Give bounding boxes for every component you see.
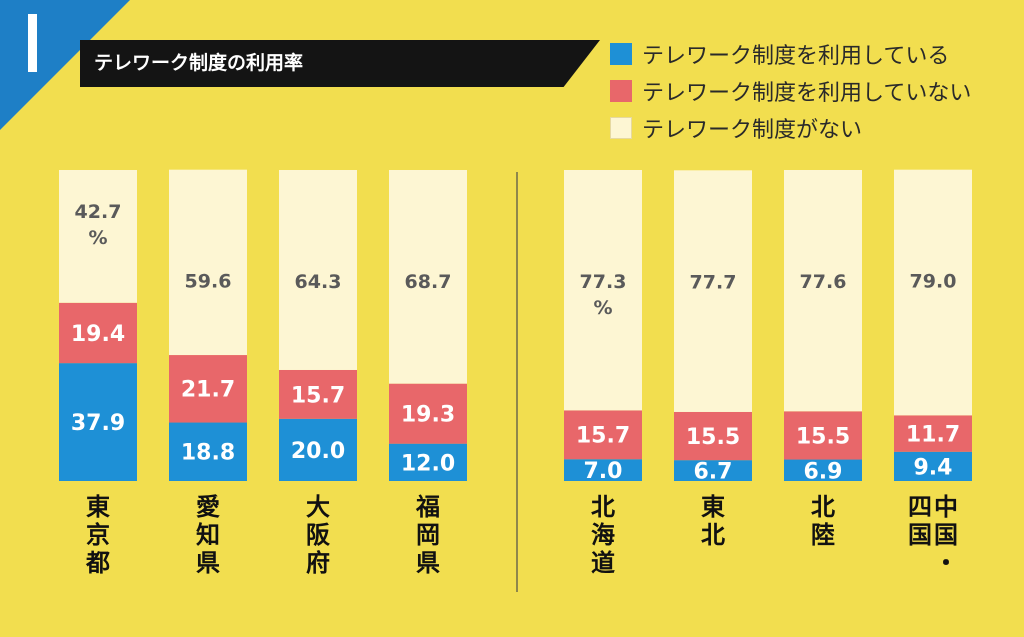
data-label-not-using: 21.7 — [181, 378, 235, 403]
data-label-using: 6.7 — [694, 460, 733, 485]
category-label-char: ・ — [934, 549, 958, 577]
data-label-not-using: 19.4 — [71, 322, 125, 347]
bar-segment-not-using — [59, 302, 137, 364]
legend-item-not-using: テレワーク制度を利用していない — [610, 72, 971, 109]
category-label-char: 北 — [701, 521, 725, 549]
data-label-no-system: 77.3 — [580, 271, 627, 293]
data-label-not-using: 15.7 — [291, 383, 345, 408]
chart-title: テレワーク制度の利用率 — [94, 52, 304, 74]
category-label-char: 知 — [196, 521, 220, 549]
category-label-char: 京 — [86, 521, 110, 549]
data-label-no-system: 42.7 — [75, 201, 122, 223]
category-label-char: 大 — [306, 493, 330, 521]
data-label-using: 9.4 — [914, 455, 953, 480]
data-label-not-using: 15.7 — [576, 424, 630, 449]
bar-segment-not-using — [784, 411, 862, 460]
data-label-not-using: 15.5 — [686, 425, 740, 450]
data-label-no-system: 79.0 — [910, 271, 957, 293]
section-number-mark — [28, 14, 37, 72]
bar-segment-using — [169, 422, 247, 481]
category-label-char: 東 — [701, 493, 725, 521]
category-label-char: 阪 — [306, 521, 330, 549]
category-label-char: 東 — [86, 493, 110, 521]
bar-segment-using — [564, 459, 642, 481]
category-label-char: 岡 — [416, 521, 440, 549]
data-label-not-using: 19.3 — [401, 403, 455, 428]
data-label-not-using: 11.7 — [906, 422, 960, 447]
category-label-char: 国 — [934, 521, 958, 549]
bar-segment-no-system — [894, 169, 972, 416]
category-label-char: 陸 — [811, 521, 835, 549]
bar-segment-no-system — [674, 170, 752, 412]
category-label-char: 四 — [908, 493, 932, 521]
bar-segment-no-system — [389, 170, 467, 384]
bar-segment-using — [59, 363, 137, 481]
data-label-using: 18.8 — [181, 441, 235, 466]
bar-segment-no-system — [169, 169, 247, 356]
data-label-not-using: 15.5 — [796, 424, 850, 449]
bar-segment-using — [279, 418, 357, 481]
title-banner — [80, 40, 600, 87]
bar-segment-using — [784, 459, 862, 481]
category-label-char: 愛 — [196, 493, 220, 521]
data-label-no-system: 64.3 — [295, 271, 342, 293]
bar-segment-not-using — [564, 410, 642, 460]
category-label-char: 府 — [306, 549, 330, 577]
category-label-char: 県 — [416, 549, 440, 577]
data-label-no-system: 77.7 — [690, 271, 737, 293]
bar-segment-not-using — [279, 369, 357, 419]
bar-segment-no-system — [59, 170, 137, 303]
category-label-char: 中 — [934, 493, 958, 521]
data-label-using: 12.0 — [401, 451, 455, 476]
bar-segment-not-using — [389, 383, 467, 444]
category-label-char: 北 — [591, 493, 615, 521]
unit-label: % — [593, 297, 612, 319]
bar-segment-no-system — [784, 170, 862, 412]
legend-swatch-no-system — [610, 116, 632, 139]
data-label-no-system: 77.6 — [800, 271, 847, 293]
data-label-no-system: 59.6 — [185, 271, 232, 293]
unit-label: % — [88, 227, 107, 249]
bar-segment-not-using — [674, 411, 752, 461]
category-label-char: 北 — [811, 493, 835, 521]
bar-segment-no-system — [279, 170, 357, 370]
data-label-no-system: 68.7 — [405, 271, 452, 293]
legend-item-no-system: テレワーク制度がない — [610, 109, 971, 146]
bar-segment-not-using — [169, 355, 247, 423]
category-label-char: 都 — [85, 549, 110, 577]
bar-segment-no-system — [564, 170, 642, 411]
category-label-char: 国 — [908, 521, 932, 549]
legend-item-using: テレワーク制度を利用している — [610, 35, 971, 72]
bar-segment-using — [894, 451, 972, 481]
data-label-using: 37.9 — [71, 411, 125, 436]
category-label-char: 海 — [591, 521, 615, 549]
data-label-using: 6.9 — [804, 459, 843, 484]
legend-label-using: テレワーク制度を利用している — [642, 43, 950, 69]
bar-segment-using — [674, 460, 752, 481]
data-label-using: 20.0 — [291, 439, 345, 464]
legend-label-not-using: テレワーク制度を利用していない — [642, 80, 972, 106]
data-label-using: 7.0 — [584, 459, 623, 484]
legend-swatch-using — [610, 42, 632, 65]
legend-label-no-system: テレワーク制度がない — [642, 117, 863, 143]
category-label-char: 県 — [196, 549, 220, 577]
bar-segment-not-using — [894, 415, 972, 452]
legend-swatch-not-using — [610, 79, 632, 102]
legend: テレワーク制度を利用している テレワーク制度を利用していない テレワーク制度がな… — [610, 35, 971, 146]
bar-segment-using — [389, 443, 467, 481]
category-label-char: 福 — [415, 493, 440, 521]
category-label-char: 道 — [591, 549, 615, 577]
